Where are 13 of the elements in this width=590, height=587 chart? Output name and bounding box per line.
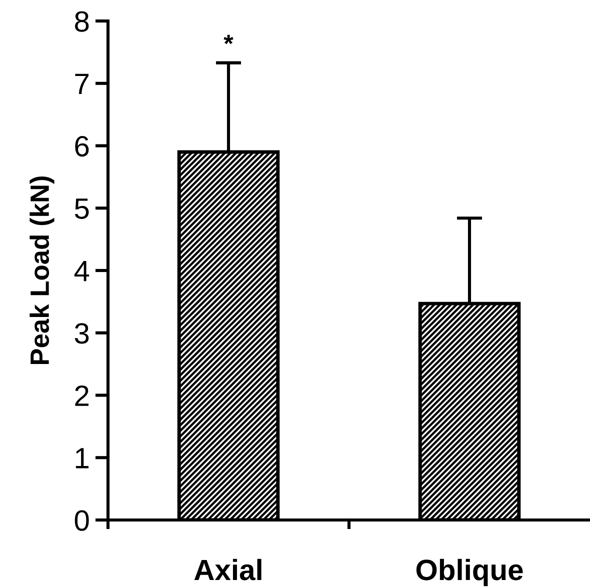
y-tick-label: 0 <box>74 510 89 531</box>
y-axis-title: Peak Load (kN) <box>30 176 54 364</box>
x-tick-label: Oblique <box>416 558 523 586</box>
annotation: * <box>224 34 234 44</box>
y-tick-label: 8 <box>74 11 89 32</box>
y-tick-label: 7 <box>75 74 88 94</box>
y-tick-label: 6 <box>75 136 89 157</box>
y-tick-label: 3 <box>74 323 89 344</box>
y-tick-label: 2 <box>75 385 88 406</box>
y-tick-label: 4 <box>74 261 90 282</box>
x-tick-label: Axial <box>194 558 262 580</box>
y-tick-label: 1 <box>76 448 89 468</box>
y-tick-label: 5 <box>74 198 89 219</box>
